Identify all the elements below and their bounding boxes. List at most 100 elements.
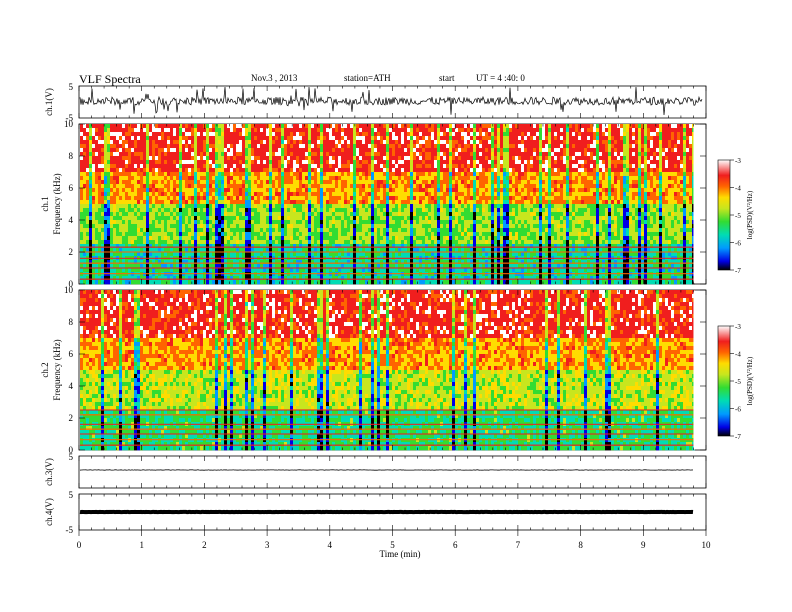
spectrogram-cell (404, 224, 407, 229)
spectrogram-cell (110, 192, 113, 197)
spectrogram-cell (323, 248, 326, 253)
spectrogram-cell (161, 264, 164, 269)
spectrogram-cell (446, 148, 449, 153)
spectrogram-cell (104, 180, 107, 185)
spectrogram-cell (224, 128, 227, 133)
spectrogram-cell (371, 148, 374, 153)
spectrogram-cell (350, 280, 353, 285)
spectrogram-cell (206, 200, 209, 205)
spectrogram-cell (350, 228, 353, 233)
spectrogram-cell (320, 276, 323, 281)
spectrogram-cell (419, 160, 422, 165)
spectrogram-cell (173, 144, 176, 149)
spectrogram-cell (206, 232, 209, 237)
spectrogram-cell (344, 212, 347, 217)
spectrogram-cell (248, 164, 251, 169)
spectrogram-cell (218, 252, 221, 257)
spectrogram-cell (422, 244, 425, 249)
spectrogram-cell (386, 232, 389, 237)
spectrogram-cell (218, 200, 221, 205)
spectrogram-cell (230, 248, 233, 253)
spectrogram-cell (386, 128, 389, 133)
spectrogram-cell (92, 184, 95, 189)
spectrogram-cell (311, 160, 314, 165)
spectrogram-cell (113, 276, 116, 281)
spectrogram-cell (203, 268, 206, 273)
spectrogram-cell (257, 160, 260, 165)
spectrogram-cell (98, 168, 101, 173)
spectrogram-cell (380, 124, 383, 129)
spectrogram-cell (179, 176, 182, 181)
spectrogram-cell (224, 232, 227, 237)
spectrogram-cell (425, 208, 428, 213)
spectrogram-cell (98, 232, 101, 237)
spectrogram-cell (452, 148, 455, 153)
spectrogram-cell (431, 252, 434, 257)
spectrogram-cell (179, 184, 182, 189)
spectrogram-cell (413, 220, 416, 225)
spectrogram-cell (146, 236, 149, 241)
spectrogram-cell (344, 208, 347, 213)
spectrogram-cell (308, 144, 311, 149)
spectrogram-cell (335, 200, 338, 205)
spectrogram-cell (377, 160, 380, 165)
spectrogram-cell (245, 276, 248, 281)
spectrogram-cell (209, 248, 212, 253)
spectrogram-cell (269, 180, 272, 185)
spectrogram-cell (107, 280, 110, 285)
spectrogram-cell (332, 160, 335, 165)
spectrogram-cell (221, 216, 224, 221)
spectrogram-cell (350, 232, 353, 237)
spectrogram-cell (362, 216, 365, 221)
spectrogram-cell (284, 228, 287, 233)
spectrogram-cell (221, 252, 224, 257)
spectrogram-cell (413, 224, 416, 229)
spectrogram-cell (185, 232, 188, 237)
spectrogram-cell (260, 140, 263, 145)
spectrogram-cell (200, 128, 203, 133)
spectrogram-cell (257, 136, 260, 141)
spectrogram-cell (416, 172, 419, 177)
spectrogram-cell (356, 268, 359, 273)
spectrogram-cell (206, 184, 209, 189)
spectrogram-cell (140, 236, 143, 241)
spectrogram-cell (245, 240, 248, 245)
spectrogram-cell (440, 188, 443, 193)
spectrogram-cell (410, 196, 413, 201)
spectrogram-cell (122, 188, 125, 193)
spectrogram-cell (368, 132, 371, 137)
spectrogram-cell (341, 244, 344, 249)
spectrogram-cell (377, 136, 380, 141)
spectrogram-cell (257, 208, 260, 213)
spectrogram-cell (254, 268, 257, 273)
spectrogram-cell (395, 228, 398, 233)
spectrogram-cell (410, 152, 413, 157)
spectrogram-cell (101, 220, 104, 225)
spectrogram-cell (326, 248, 329, 253)
spectrogram-cell (251, 128, 254, 133)
spectrogram-cell (167, 152, 170, 157)
spectrogram-cell (113, 200, 116, 205)
spectrogram-cell (128, 180, 131, 185)
spectrogram-cell (101, 144, 104, 149)
spectrogram-cell (209, 240, 212, 245)
spectrogram-cell (260, 240, 263, 245)
spectrogram-cell (149, 204, 152, 209)
spectrogram-cell (113, 236, 116, 241)
spectrogram-cell (185, 248, 188, 253)
spectrogram-cell (161, 156, 164, 161)
spectrogram-cell (167, 144, 170, 149)
spectrogram-cell (389, 244, 392, 249)
spectrogram-cell (170, 220, 173, 225)
spectrogram-cell (200, 176, 203, 181)
spectrogram-cell (356, 220, 359, 225)
spectrogram-cell (161, 204, 164, 209)
spectrogram-cell (377, 188, 380, 193)
spectrogram-cell (224, 200, 227, 205)
spectrogram-cell (356, 196, 359, 201)
spectrogram-cell (344, 172, 347, 177)
spectrogram-cell (395, 160, 398, 165)
spectrogram-cell (242, 192, 245, 197)
spectrogram-cell (233, 216, 236, 221)
spectrogram-cell (146, 216, 149, 221)
